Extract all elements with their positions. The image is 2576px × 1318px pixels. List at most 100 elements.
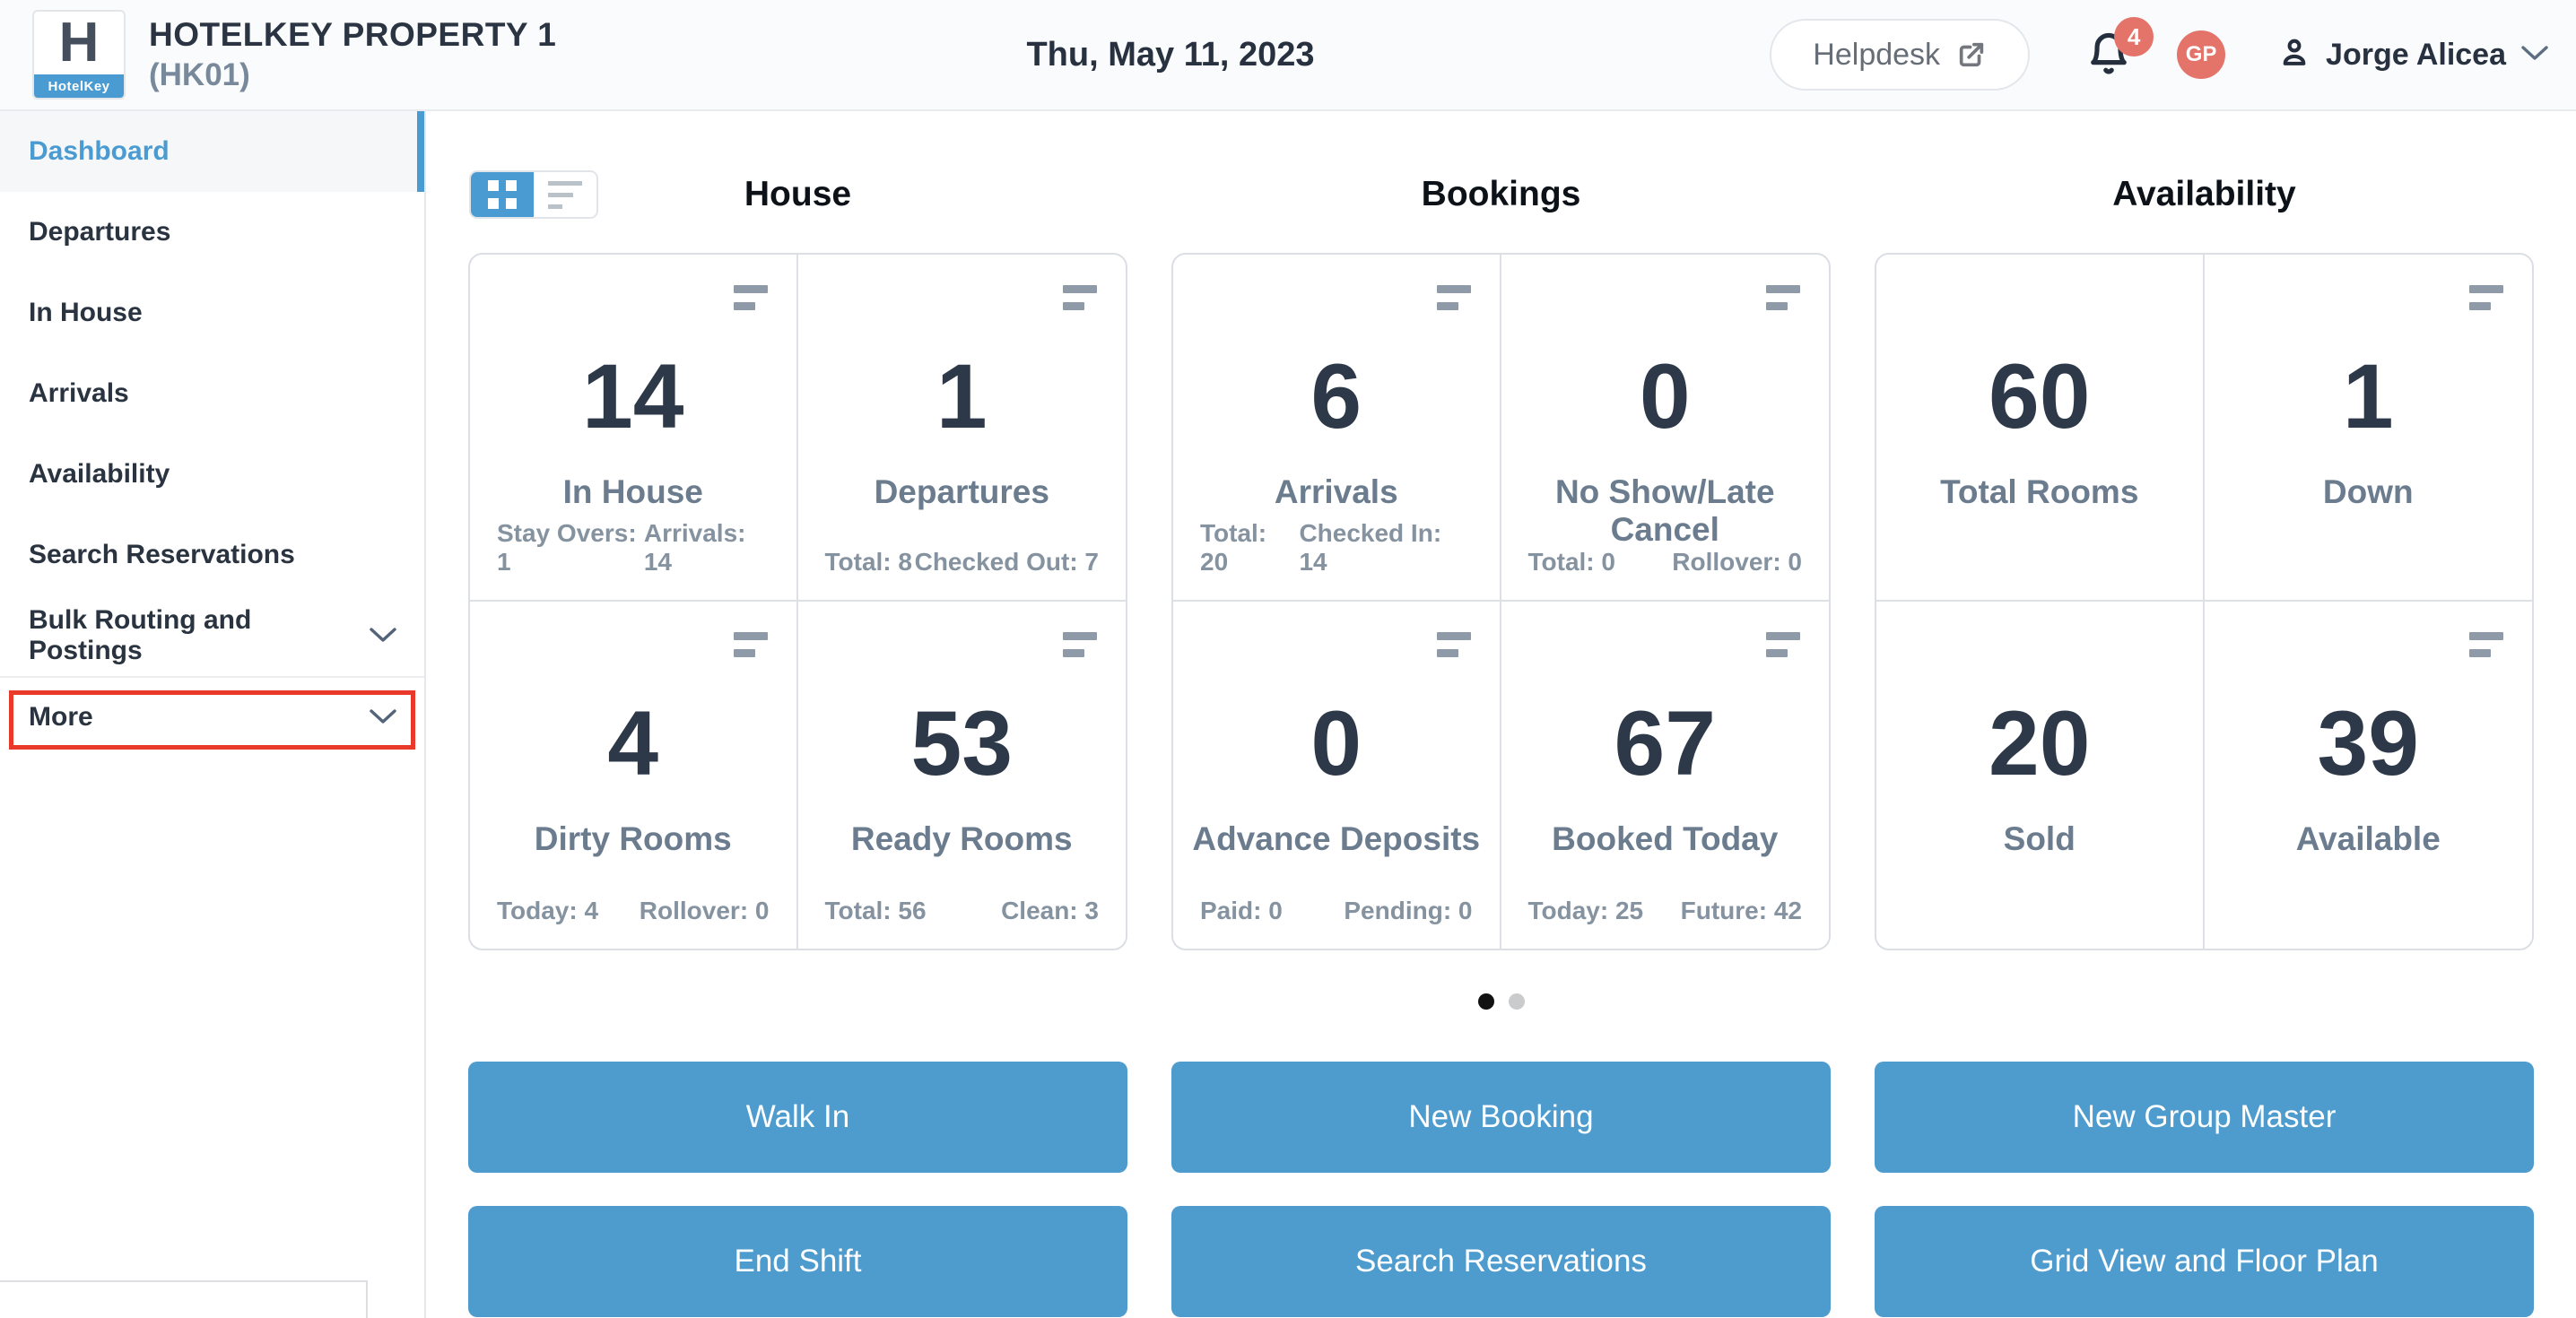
top-bar-actions: Helpdesk 4 GP xyxy=(1770,0,2549,109)
stat-card-sold[interactable]: 20 Sold xyxy=(1876,602,2205,949)
chevron-down-icon xyxy=(2520,44,2549,66)
user-avatar[interactable]: GP xyxy=(2177,30,2226,79)
house-cards: 14 In House Stay Overs: 1 Arrivals: 14 1 Depa… xyxy=(468,253,1127,950)
stat-card-departures[interactable]: 1 Departures Total: 8 Checked Out: 7 xyxy=(797,255,1126,602)
list-icon xyxy=(548,174,582,216)
stat-breakdown-item: Total: 8 xyxy=(824,548,912,576)
card-menu-icon[interactable] xyxy=(1766,632,1800,657)
sidebar-item-bulk-routing-and-postings[interactable]: Bulk Routing and Postings xyxy=(0,595,424,676)
stat-breakdown-item: Rollover: 0 xyxy=(1672,548,1802,576)
stat-label: Sold xyxy=(2003,820,2076,857)
user-menu[interactable]: Jorge Alicea xyxy=(2277,36,2549,74)
sidebar-item-label: Availability xyxy=(29,459,170,489)
stat-breakdown-item: Rollover: 0 xyxy=(639,897,770,924)
sidebar-item-label: In House xyxy=(29,298,143,327)
new-booking-button[interactable]: New Booking xyxy=(1171,1062,1831,1173)
list-view-button[interactable] xyxy=(534,172,596,217)
stat-card-available[interactable]: 39 Available xyxy=(2205,602,2533,949)
section-title-house: House xyxy=(744,175,852,213)
helpdesk-label: Helpdesk xyxy=(1813,37,1941,72)
stat-card-down[interactable]: 1 Down xyxy=(2204,255,2532,602)
card-menu-icon[interactable] xyxy=(733,285,768,310)
stat-card-in-house[interactable]: 14 In House Stay Overs: 1 Arrivals: 14 xyxy=(470,255,798,602)
stat-card-advance-deposits[interactable]: 0 Advance Deposits Paid: 0 Pending: 0 xyxy=(1173,602,1501,949)
section-title-bookings: Bookings xyxy=(1421,175,1581,213)
stat-breakdown-item: Total: 0 xyxy=(1527,548,1615,576)
stat-card-booked-today[interactable]: 67 Booked Today Today: 25 Future: 42 xyxy=(1501,602,1830,949)
stat-breakdown-item: Clean: 3 xyxy=(1001,897,1099,924)
carousel-dots xyxy=(1171,993,1831,1010)
carousel-dot[interactable] xyxy=(1477,993,1494,1010)
stat-breakdown-item: Paid: 0 xyxy=(1200,897,1283,924)
chevron-down-icon xyxy=(369,702,397,733)
stat-breakdown-item: Checked Out: 7 xyxy=(914,548,1099,576)
notifications-button[interactable]: 4 xyxy=(2085,17,2154,83)
sidebar-item-label: Dashboard xyxy=(29,136,170,166)
card-menu-icon[interactable] xyxy=(1063,285,1097,310)
logo-brand-label: HotelKey xyxy=(34,74,124,98)
grid-view-and-floor-plan-button[interactable]: Grid View and Floor Plan xyxy=(1875,1206,2534,1317)
stat-label: Departures xyxy=(874,473,1049,510)
card-menu-icon[interactable] xyxy=(2469,632,2503,657)
stat-breakdown-item: Checked In: 14 xyxy=(1299,519,1442,576)
sidebar-item-label: Arrivals xyxy=(29,378,129,408)
notification-count-badge: 4 xyxy=(2114,17,2154,56)
sidebar-nav: Dashboard Departures In House Arrivals Avail… xyxy=(0,111,426,1318)
stat-breakdown: Today: 4 Rollover: 0 xyxy=(497,897,770,925)
stat-value: 1 xyxy=(936,345,988,447)
property-title-block: HOTELKEY PROPERTY 1 (HK01) xyxy=(149,16,556,92)
chevron-down-icon xyxy=(369,620,397,651)
stat-card-arrivals[interactable]: 6 Arrivals Total: 20 Checked In: 14 xyxy=(1173,255,1501,602)
helpdesk-button[interactable]: Helpdesk xyxy=(1770,19,2031,91)
search-reservations-button[interactable]: Search Reservations xyxy=(1171,1206,1831,1317)
stat-breakdown-item: Today: 4 xyxy=(497,897,599,924)
card-menu-icon[interactable] xyxy=(733,632,768,657)
stat-card-total-rooms[interactable]: 60 Total Rooms xyxy=(1876,255,2205,602)
sidebar-item-dashboard[interactable]: Dashboard xyxy=(0,111,424,192)
sidebar-item-arrivals[interactable]: Arrivals xyxy=(0,353,424,434)
stat-label: Down xyxy=(2322,473,2414,510)
card-menu-icon[interactable] xyxy=(1063,632,1097,657)
sidebar-item-departures[interactable]: Departures xyxy=(0,192,424,273)
end-shift-button[interactable]: End Shift xyxy=(468,1206,1127,1317)
stat-breakdown: Total: 8 Checked Out: 7 xyxy=(825,548,1100,577)
external-link-icon xyxy=(1956,39,1987,70)
stat-value: 67 xyxy=(1614,692,1716,794)
grid-view-button[interactable] xyxy=(471,172,534,217)
stat-label: Arrivals xyxy=(1274,473,1398,510)
bell-icon xyxy=(2085,32,2132,83)
section-title-availability: Availability xyxy=(2112,175,2296,213)
stat-card-dirty-rooms[interactable]: 4 Dirty Rooms Today: 4 Rollover: 0 xyxy=(470,602,798,949)
stat-value: 6 xyxy=(1310,345,1362,447)
stat-breakdown-item: Pending: 0 xyxy=(1344,897,1473,924)
bottom-left-panel xyxy=(0,1280,368,1318)
stat-card-ready-rooms[interactable]: 53 Ready Rooms Total: 56 Clean: 3 xyxy=(798,602,1127,949)
sidebar-item-more[interactable]: More xyxy=(0,676,424,757)
sidebar-item-availability[interactable]: Availability xyxy=(0,434,424,515)
walk-in-button[interactable]: Walk In xyxy=(468,1062,1127,1173)
stat-breakdown-item: Stay Overs: 1 xyxy=(497,519,637,576)
sidebar-item-in-house[interactable]: In House xyxy=(0,273,424,353)
sidebar-item-search-reservations[interactable]: Search Reservations xyxy=(0,515,424,595)
stat-value: 0 xyxy=(1310,692,1362,794)
stat-breakdown: Total: 20 Checked In: 14 xyxy=(1200,519,1473,577)
stat-breakdown-item: Today: 25 xyxy=(1527,897,1644,924)
card-menu-icon[interactable] xyxy=(2469,285,2503,310)
carousel-dot[interactable] xyxy=(1508,993,1525,1010)
stat-label: Dirty Rooms xyxy=(534,820,732,857)
stat-value: 0 xyxy=(1639,345,1691,447)
card-menu-icon[interactable] xyxy=(1436,632,1471,657)
card-menu-icon[interactable] xyxy=(1766,285,1800,310)
stat-breakdown-item: Total: 20 xyxy=(1200,519,1267,576)
stat-card-no-show-late-cancel[interactable]: 0 No Show/Late Cancel Total: 0 Rollover: 0 xyxy=(1501,255,1829,602)
stat-breakdown: Paid: 0 Pending: 0 xyxy=(1200,897,1473,925)
card-menu-icon[interactable] xyxy=(1436,285,1471,310)
stat-breakdown-item: Future: 42 xyxy=(1680,897,1802,924)
stat-label: Advance Deposits xyxy=(1192,820,1481,857)
stat-label: Ready Rooms xyxy=(850,820,1073,857)
stat-value: 39 xyxy=(2317,692,2419,794)
stat-value: 4 xyxy=(607,692,659,794)
new-group-master-button[interactable]: New Group Master xyxy=(1875,1062,2534,1173)
availability-cards: 60 Total Rooms 1 Down 20 Sold 39 Available xyxy=(1875,253,2534,950)
